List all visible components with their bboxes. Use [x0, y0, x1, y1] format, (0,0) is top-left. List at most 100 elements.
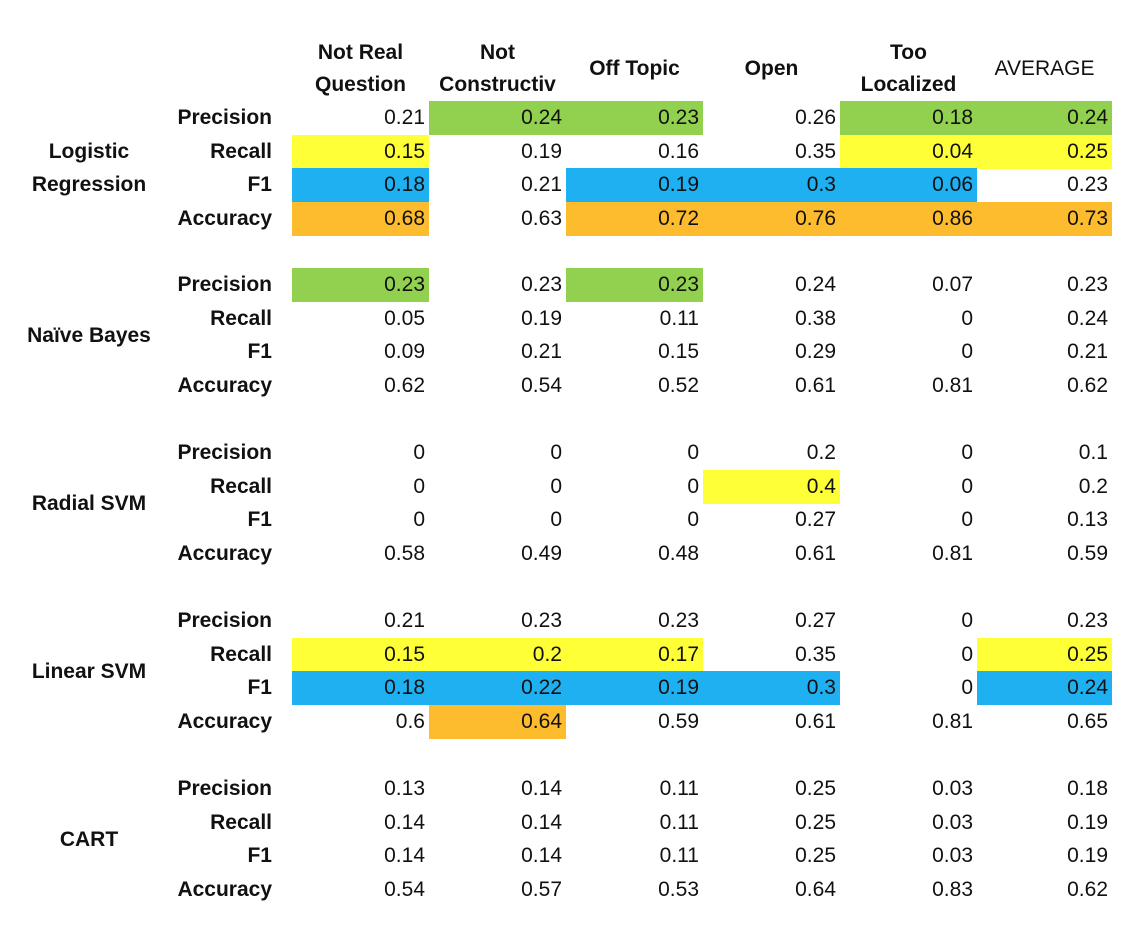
table-cell: 0.11 — [659, 777, 699, 800]
table-cell: 0.3 — [703, 671, 840, 706]
table-cell: 0.3 — [703, 168, 840, 203]
table-cell: 0.13 — [1067, 508, 1108, 532]
table-cell: 0.2 — [1078, 474, 1108, 498]
table-cell: 0.13 — [384, 777, 425, 800]
table-cell: 0.35 — [795, 139, 836, 163]
table-cell: 0.27 — [795, 609, 836, 632]
table-cell: 0.48 — [658, 541, 699, 565]
metric-label: Accuracy — [177, 541, 272, 565]
table-cell: 0.21 — [384, 609, 425, 632]
table-cell: 0 — [961, 340, 973, 364]
table-cell: 0.05 — [384, 306, 425, 330]
table-cell: 0.81 — [932, 373, 973, 397]
metric-label: Accuracy — [177, 877, 272, 901]
metric-label: Accuracy — [177, 206, 272, 230]
table-cell: 0.17 — [566, 637, 703, 672]
table-cell: 0.14 — [521, 810, 562, 834]
table-cell: 0.4 — [703, 469, 840, 504]
table-cell: 0 — [961, 441, 973, 464]
table-cell: 0.18 — [292, 168, 429, 203]
table-cell: 0.21 — [521, 340, 562, 364]
metric-label: Recall — [210, 474, 272, 498]
table-cell: 0.25 — [977, 637, 1112, 672]
table-cell: 0.03 — [932, 810, 973, 834]
metric-label: Recall — [210, 810, 272, 834]
table-cell: 0.15 — [658, 340, 699, 364]
table-cell: 0.61 — [795, 541, 836, 565]
table-cell: 0.68 — [292, 201, 429, 236]
table-cell: 0.14 — [521, 777, 562, 800]
table-cell: 0.04 — [840, 134, 977, 169]
table-cell: 0.64 — [795, 877, 836, 901]
table-cell: 0.19 — [521, 139, 562, 163]
table-cell: 0.23 — [521, 609, 562, 632]
table-cell: 0.25 — [977, 134, 1112, 169]
model-name: Logistic Regression — [31, 140, 147, 197]
table-cell: 0 — [687, 441, 699, 464]
table-cell: 0.58 — [384, 541, 425, 565]
column-header-average: AVERAGE — [994, 57, 1095, 80]
table-cell: 0 — [550, 441, 562, 464]
table-cell: 0.61 — [795, 373, 836, 397]
table-cell: 0 — [550, 508, 562, 532]
table-cell: 0.18 — [840, 101, 977, 135]
table-cell: 0.21 — [521, 173, 562, 197]
table-cell: 0.22 — [429, 671, 566, 706]
table-cell: 0.03 — [932, 777, 973, 800]
model-name: Linear SVM — [31, 659, 147, 683]
metric-label: Accuracy — [177, 709, 272, 733]
table-cell: 0.03 — [932, 844, 973, 868]
table-cell: 0.14 — [384, 810, 425, 834]
table-cell: 0.25 — [795, 844, 836, 868]
table-cell: 0.19 — [521, 306, 562, 330]
table-cell: 0.29 — [795, 340, 836, 364]
metric-label: F1 — [247, 844, 272, 868]
table-cell: 0.59 — [1067, 541, 1108, 565]
table-cell: 0.09 — [384, 340, 425, 364]
metric-label: Precision — [177, 777, 272, 800]
table-cell: 0 — [687, 508, 699, 532]
table-cell: 0.64 — [429, 704, 566, 739]
table-cell: 0.11 — [659, 306, 699, 330]
table-cell: 0.24 — [795, 273, 836, 296]
table-cell: 0.25 — [795, 777, 836, 800]
table-cell: 0.23 — [1067, 609, 1108, 632]
table-cell: 0 — [961, 676, 973, 700]
metric-label: F1 — [247, 173, 272, 197]
table-cell: 0.72 — [566, 201, 703, 236]
metric-label: F1 — [247, 508, 272, 532]
table-cell: 0.62 — [1067, 877, 1108, 901]
table-cell: 0.24 — [429, 101, 566, 135]
metric-label: Recall — [210, 139, 272, 163]
table-cell: 0.35 — [795, 642, 836, 666]
table-cell: 0 — [413, 474, 425, 498]
table-cell: 0.2 — [806, 441, 836, 464]
table-cell: 0.14 — [384, 844, 425, 868]
table-cell: 0.38 — [795, 306, 836, 330]
table-cell: 0 — [961, 609, 973, 632]
table-cell: 0.54 — [384, 877, 425, 901]
table-cell: 0.83 — [932, 877, 973, 901]
table-cell: 0.24 — [977, 101, 1112, 135]
table-cell: 0.16 — [658, 139, 699, 163]
table-cell: 0.23 — [292, 268, 429, 302]
table-cell: 0.59 — [658, 709, 699, 733]
table-cell: 0.19 — [566, 168, 703, 203]
metric-label: Precision — [177, 273, 272, 296]
table-cell: 0 — [961, 474, 973, 498]
table-cell: 0.24 — [977, 671, 1112, 706]
table-cell: 0.21 — [1067, 340, 1108, 364]
metric-label: Precision — [177, 609, 272, 632]
metric-label: Recall — [210, 642, 272, 666]
table-cell: 0.73 — [977, 201, 1112, 236]
model-name: Naïve Bayes — [27, 323, 151, 347]
metric-label: F1 — [247, 676, 272, 700]
table-cell: 0.23 — [1067, 173, 1108, 197]
table-cell: 0.23 — [1067, 273, 1108, 296]
table-cell: 0.57 — [521, 877, 562, 901]
table-cell: 0.54 — [521, 373, 562, 397]
table-cell: 0.19 — [1067, 810, 1108, 834]
model-name: Radial SVM — [31, 491, 147, 515]
table-cell: 0.65 — [1067, 709, 1108, 733]
table-cell: 0.11 — [659, 844, 699, 868]
